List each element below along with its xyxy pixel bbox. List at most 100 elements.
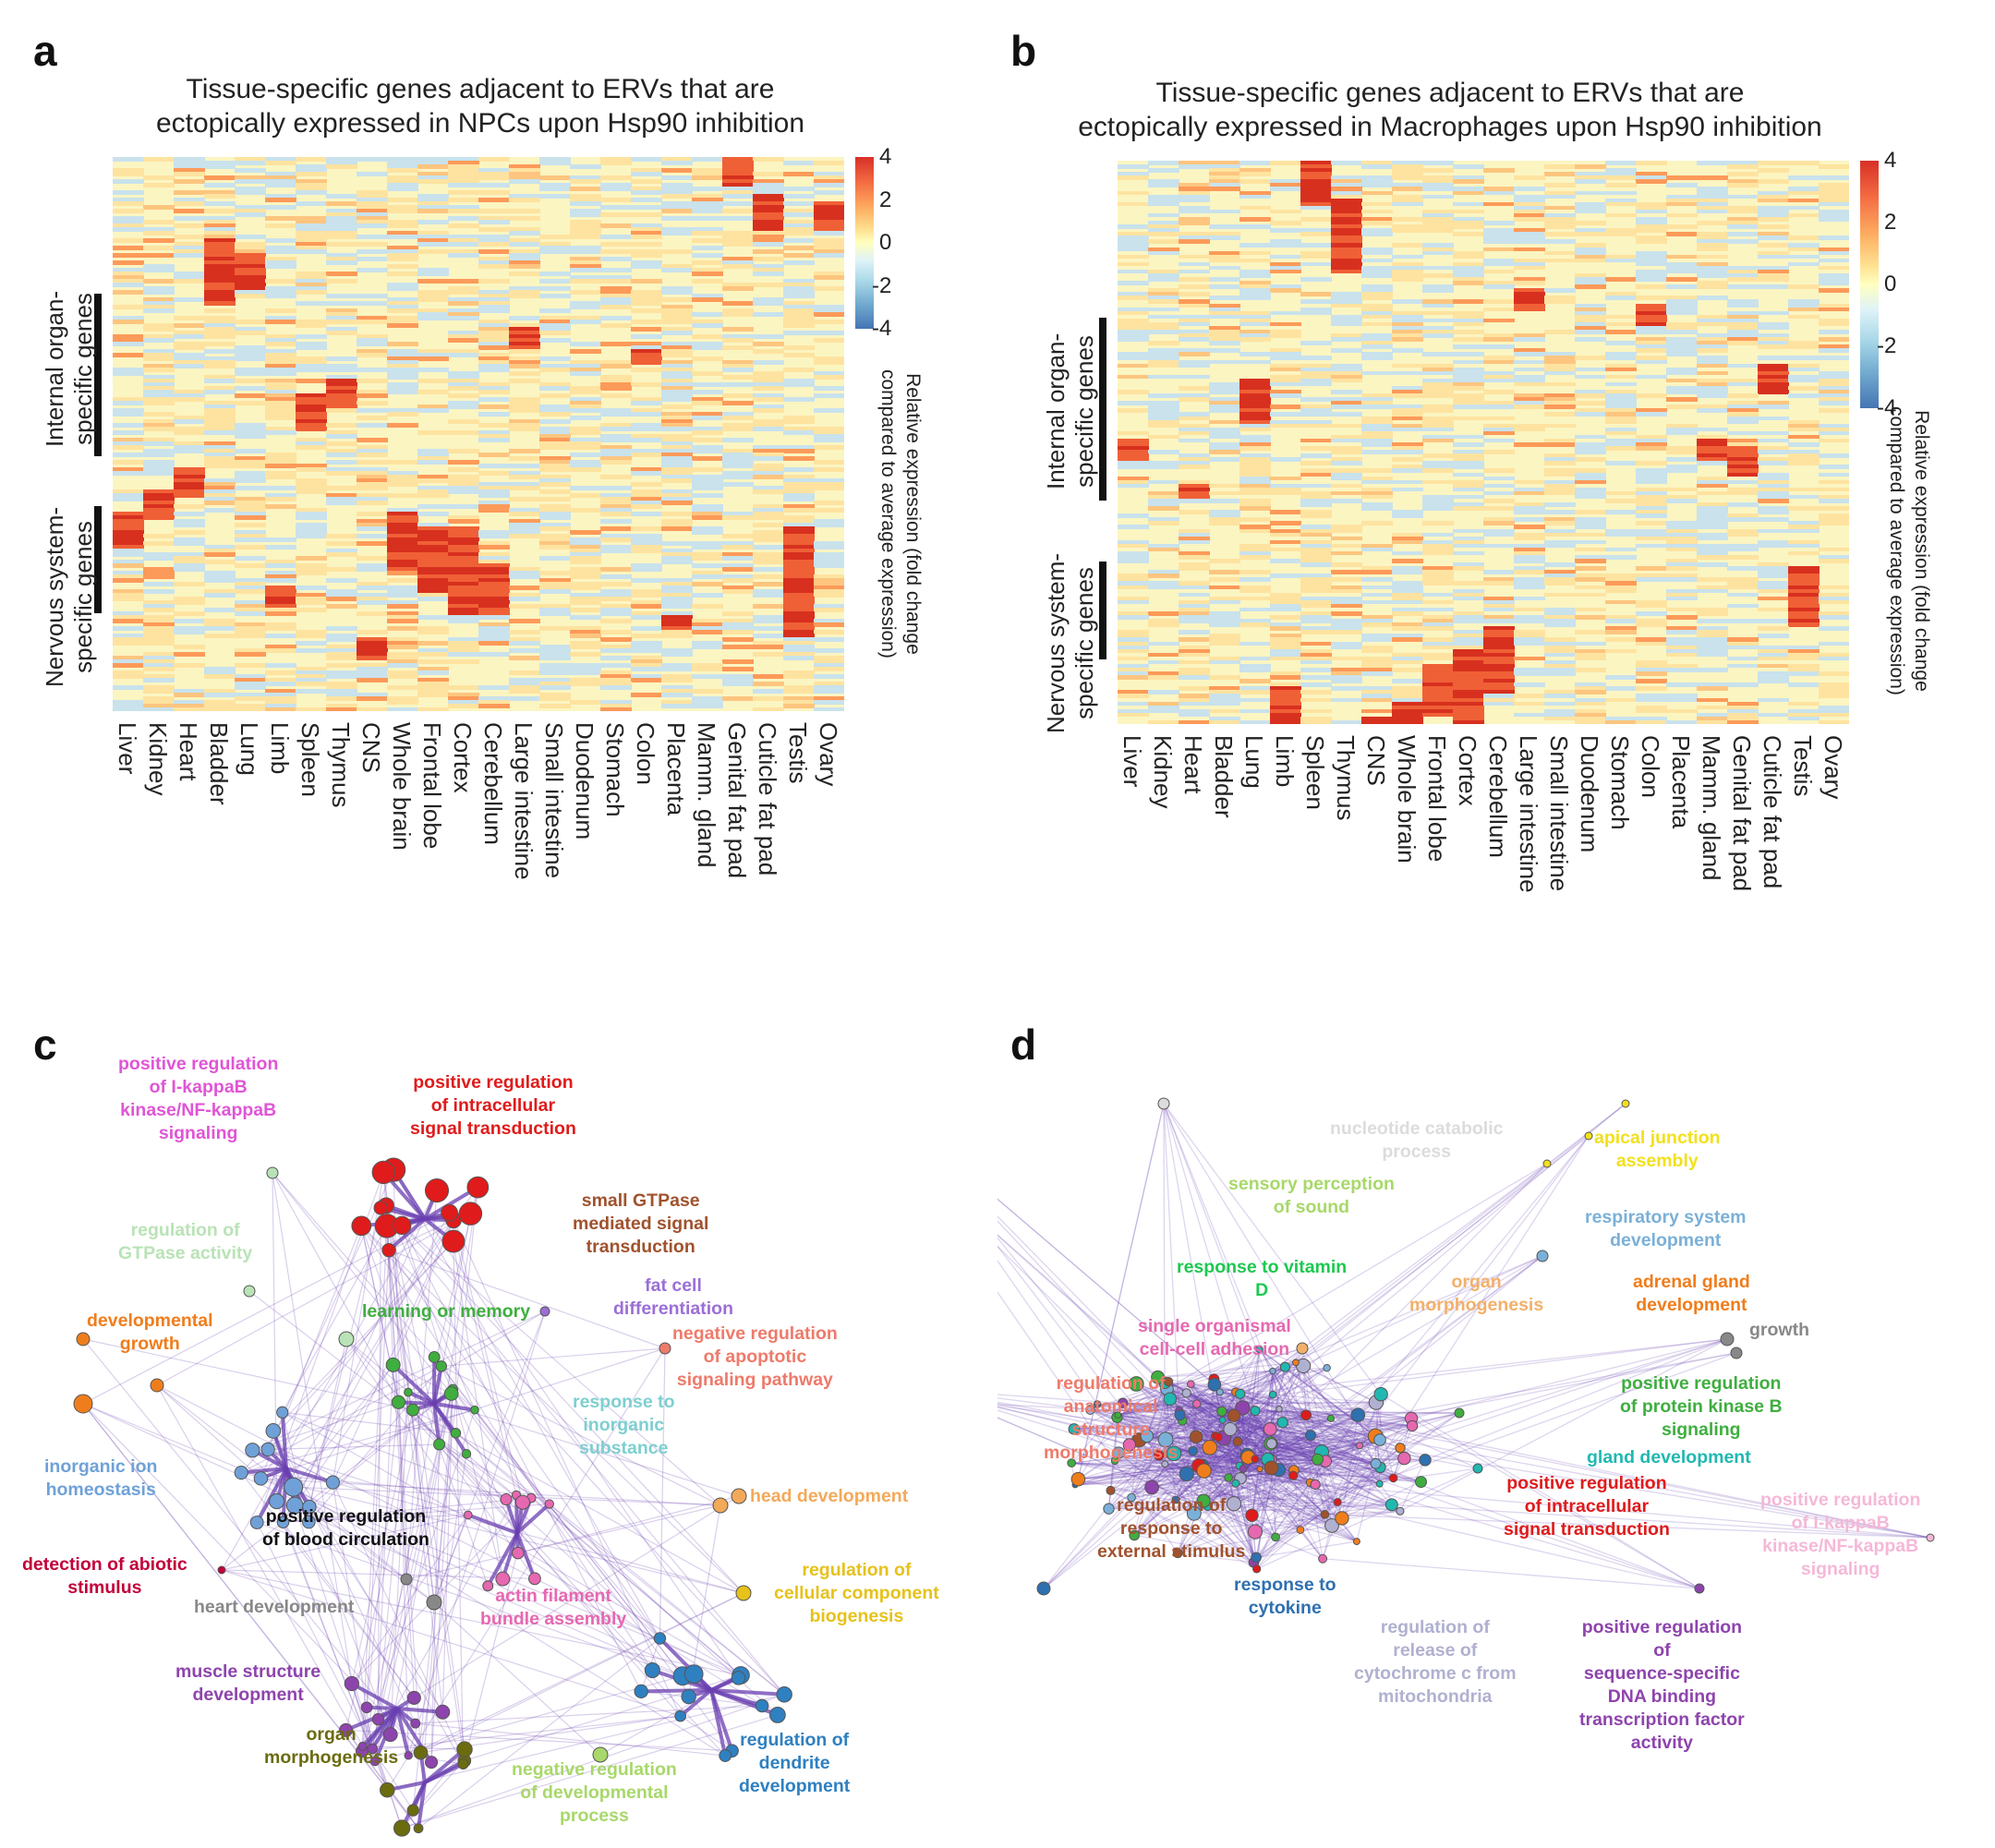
heatmap-b-cell [1453, 543, 1484, 549]
heatmap-a-cell [783, 430, 815, 435]
heatmap-b-cell [1819, 682, 1849, 687]
heatmap-b-cell [1819, 472, 1849, 477]
heatmap-a-cell [235, 235, 266, 239]
heatmap-b-cell [1300, 381, 1332, 387]
heatmap-a-cell [753, 475, 784, 479]
heatmap-a-cell [387, 209, 418, 213]
network-edge [1251, 1468, 1261, 1516]
heatmap-a-cell [357, 482, 388, 487]
network-node [659, 1342, 671, 1355]
heatmap-b-cell [1483, 261, 1515, 267]
heatmap-b-cell [1575, 175, 1606, 180]
heatmap-a-cell [600, 545, 632, 550]
network-edge [1258, 1348, 1326, 1462]
network-edge [1133, 1441, 1239, 1536]
heatmap-b-cell [1727, 408, 1759, 413]
heatmap-a-cell [265, 427, 296, 431]
heatmap-b-cell [1514, 668, 1545, 672]
heatmap-b-cell [1239, 476, 1271, 481]
heatmap-a-cell [539, 445, 571, 450]
heatmap-a-cell [265, 537, 296, 542]
heatmap-a-cell [661, 382, 693, 387]
network-edge [221, 1190, 438, 1571]
heatmap-a-cell [631, 537, 662, 542]
network-edge [1117, 1382, 1166, 1419]
network-edge [282, 1411, 456, 1434]
network-edge [82, 1338, 421, 1753]
heatmap-a-cell [814, 545, 844, 550]
heatmap-b-cell [1209, 499, 1240, 503]
heatmap-b-cell [1270, 419, 1301, 425]
heatmap-b-cell [1148, 393, 1179, 398]
heatmap-a-cell [814, 508, 844, 513]
heatmap-a-cell [417, 449, 449, 453]
heatmap-b-cell [1118, 374, 1149, 380]
heatmap-a-cell [143, 534, 175, 538]
heatmap-a-cell [204, 190, 236, 195]
heatmap-b-cell [1605, 232, 1637, 236]
heatmap-b-cell [1148, 719, 1179, 724]
heatmap-a-cell [143, 467, 175, 472]
heatmap-b-cell [1483, 318, 1515, 323]
heatmap-b-cell [1209, 585, 1240, 590]
heatmap-b-cell [1819, 487, 1849, 492]
heatmap-a-cell [296, 512, 327, 516]
heatmap-a-cell [174, 334, 205, 339]
heatmap-b-cell [1758, 619, 1789, 623]
heatmap-b-cell [1758, 333, 1789, 338]
heatmap-b-cell [1544, 694, 1576, 699]
heatmap-a-cell [600, 379, 632, 383]
heatmap-a-cell [753, 504, 784, 509]
heatmap-b-cell [1819, 370, 1849, 376]
network-edge [1203, 1463, 1392, 1505]
heatmap-a-cell [539, 656, 571, 660]
heatmap-b-cell [1300, 611, 1332, 616]
heatmap-a-cell [539, 338, 571, 343]
heatmap-a-cell [265, 401, 296, 405]
heatmap-b-cell [1118, 164, 1149, 169]
network-label: regulation of cellular component biogenesi… [774, 1560, 939, 1626]
heatmap-b-cell [1270, 671, 1301, 676]
heatmap-a-cell [722, 216, 754, 221]
heatmap-b-cell [1392, 194, 1423, 199]
heatmap-a-cell [722, 453, 754, 457]
heatmap-a-cell [692, 201, 723, 206]
heatmap-b-cell [1453, 479, 1484, 485]
heatmap-a-cell [600, 508, 632, 513]
heatmap-b-cell [1392, 596, 1423, 601]
heatmap-b-cell [1422, 423, 1454, 429]
heatmap-b-cell [1179, 453, 1210, 458]
heatmap-a-cell [478, 323, 510, 328]
heatmap-b-cell [1575, 719, 1606, 724]
heatmap-b-cell [1422, 209, 1454, 214]
heatmap-a-cell [417, 545, 449, 550]
heatmap-b-cell [1331, 550, 1362, 556]
heatmap-a-cell [296, 157, 327, 162]
heatmap-a-cell [570, 360, 601, 365]
heatmap-b-cell [1666, 450, 1698, 454]
heatmap-b-cell [1575, 479, 1606, 485]
heatmap-b-cell [1422, 479, 1454, 485]
heatmap-a-cell [143, 449, 175, 453]
heatmap-a-cell [783, 253, 815, 258]
heatmap-a-cell [722, 541, 754, 546]
heatmap-b-cell [1605, 619, 1637, 623]
heatmap-b-cell [1514, 555, 1545, 560]
network-edge [1179, 1409, 1333, 1527]
heatmap-b-cell [1179, 652, 1210, 658]
heatmap-b-cell [1666, 224, 1698, 229]
heatmap-b-cell [1179, 254, 1210, 260]
network-edge [345, 1187, 478, 1731]
heatmap-b-cell [1300, 555, 1332, 560]
heatmap-b-cell [1331, 641, 1362, 646]
heatmap-b-cell [1514, 232, 1545, 236]
heatmap-b-cell [1636, 434, 1667, 440]
heatmap-b-cell [1575, 254, 1606, 260]
heatmap-b-cell [1422, 599, 1454, 605]
heatmap-a-cell [631, 349, 662, 354]
heatmap-a-cell [783, 504, 815, 509]
heatmap-a-cell [143, 308, 175, 313]
heatmap-b-cell [1239, 502, 1271, 507]
heatmap-b-cell [1148, 273, 1179, 278]
heatmap-a-cell [265, 179, 296, 184]
